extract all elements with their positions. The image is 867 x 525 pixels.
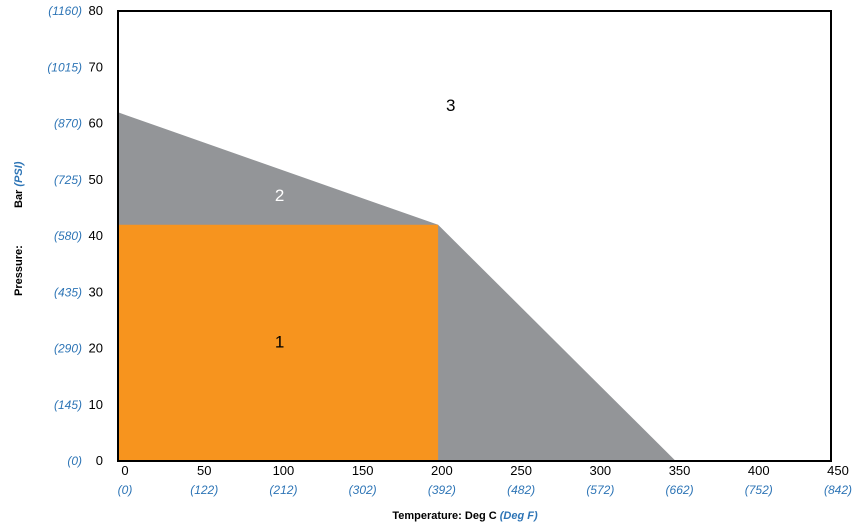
x-tick-label: 150 [352, 463, 374, 478]
x-tick-alt-label: (122) [190, 483, 218, 497]
y-tick-alt-label: (1015) [47, 60, 82, 74]
x-axis-ticks: 0 (0) 50 (122) 100 (212) 150 (302) 200 (392) 250 (4… [118, 463, 852, 497]
y-tick-alt-label: (145) [54, 398, 82, 412]
x-tick-label: 0 [121, 463, 128, 478]
y-tick-alt-label: (870) [54, 117, 82, 131]
x-axis-title: Temperature: Deg C (Deg F) [392, 510, 538, 522]
y-tick-label: 60 [89, 116, 103, 131]
y-tick-alt-label: (0) [67, 454, 82, 468]
x-axis-title-main: Temperature: Deg C [392, 510, 496, 522]
y-tick-label: 30 [89, 284, 103, 299]
y-tick-label: 20 [89, 341, 103, 356]
rating-zones [118, 112, 676, 462]
plot-frame [117, 10, 832, 462]
y-axis-title-main: Bar [13, 189, 25, 208]
y-axis-title-prefix: Pressure: [13, 245, 25, 296]
x-tick-label: 100 [273, 463, 295, 478]
y-axis-ticks: 0 (0) 10 (145) 20 (290) 30 (435) 40 (580) 50 (725) 6… [47, 3, 103, 468]
x-tick-alt-label: (482) [507, 483, 535, 497]
y-tick-label: 10 [89, 397, 103, 412]
y-tick-alt-label: (435) [54, 285, 82, 299]
y-axis-title-alt: (PSI) [13, 161, 25, 186]
zone-1-label: 1 [275, 332, 284, 351]
x-tick-label: 400 [748, 463, 770, 478]
x-tick-label: 250 [510, 463, 532, 478]
x-tick-label: 450 [827, 463, 849, 478]
y-tick-alt-label: (580) [54, 229, 82, 243]
y-tick-label: 40 [89, 228, 103, 243]
x-tick-label: 200 [431, 463, 453, 478]
x-tick-alt-label: (392) [428, 483, 456, 497]
zone-3-label: 3 [446, 96, 455, 115]
y-tick-alt-label: (725) [54, 173, 82, 187]
zone-labels: 2 1 3 [275, 96, 456, 351]
x-tick-alt-label: (662) [666, 483, 694, 497]
x-tick-label: 300 [589, 463, 611, 478]
y-tick-label: 50 [89, 172, 103, 187]
x-tick-alt-label: (212) [269, 483, 297, 497]
x-tick-label: 50 [197, 463, 211, 478]
x-axis-title-alt: (Deg F) [500, 510, 538, 522]
x-tick-label: 350 [669, 463, 691, 478]
x-tick-alt-label: (752) [745, 483, 773, 497]
y-axis-title: Bar (PSI) [13, 161, 25, 208]
zone-1-area [118, 224, 439, 461]
y-tick-label: 0 [96, 453, 103, 468]
y-tick-label: 80 [89, 3, 103, 18]
x-tick-alt-label: (842) [824, 483, 852, 497]
x-tick-alt-label: (0) [118, 483, 133, 497]
x-tick-alt-label: (302) [349, 483, 377, 497]
zone-2-label: 2 [275, 186, 284, 205]
x-tick-alt-label: (572) [586, 483, 614, 497]
y-tick-alt-label: (290) [54, 342, 82, 356]
y-tick-label: 70 [89, 59, 103, 74]
y-tick-alt-label: (1160) [48, 4, 82, 18]
